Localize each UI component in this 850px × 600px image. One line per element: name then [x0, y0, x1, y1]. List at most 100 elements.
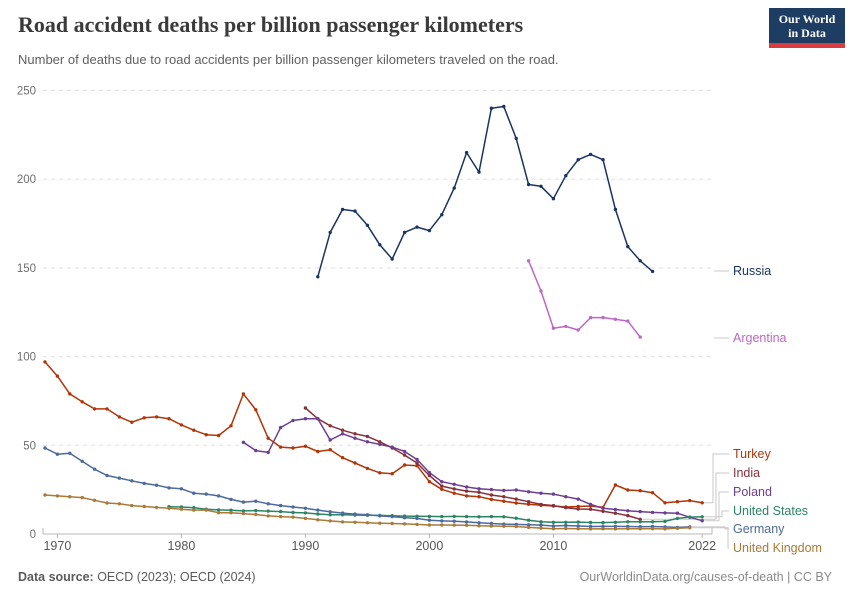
data-point-russia-2011[interactable]	[564, 174, 568, 178]
data-point-germany-1980[interactable]	[179, 487, 184, 491]
data-point-germany-1982[interactable]	[204, 492, 208, 496]
data-point-united-kingdom-1980[interactable]	[179, 507, 184, 511]
data-point-turkey-1985[interactable]	[241, 392, 246, 396]
data-point-united-kingdom-1983[interactable]	[216, 511, 221, 515]
data-point-argentina-2016[interactable]	[626, 319, 630, 323]
data-point-united-kingdom-2011[interactable]	[564, 526, 568, 531]
data-point-united-states-2013[interactable]	[588, 520, 593, 525]
data-point-united-states-1990[interactable]	[303, 511, 308, 515]
data-point-india-1993[interactable]	[340, 428, 345, 432]
legend-label-germany[interactable]: Germany	[733, 522, 785, 536]
data-point-united-states-1985[interactable]	[241, 509, 246, 513]
data-point-germany-1987[interactable]	[266, 502, 270, 506]
data-point-germany-2015[interactable]	[613, 524, 618, 529]
data-point-united-kingdom-2016[interactable]	[626, 527, 630, 531]
data-point-germany-1981[interactable]	[192, 491, 196, 495]
data-point-germany-1970[interactable]	[55, 452, 60, 456]
data-point-united-kingdom-1992[interactable]	[328, 519, 332, 523]
data-point-united-kingdom-1999[interactable]	[415, 522, 419, 527]
data-point-united-kingdom-1990[interactable]	[303, 516, 308, 521]
data-point-germany-2003[interactable]	[464, 520, 469, 524]
data-point-poland-2006[interactable]	[502, 488, 506, 493]
data-point-united-kingdom-1972[interactable]	[80, 495, 84, 500]
data-point-turkey-1975[interactable]	[117, 415, 122, 419]
data-point-united-kingdom-1975[interactable]	[117, 502, 122, 506]
data-point-united-kingdom-1997[interactable]	[390, 521, 394, 526]
data-point-india-1990[interactable]	[303, 406, 308, 410]
data-point-poland-1987[interactable]	[266, 450, 270, 455]
legend-label-russia[interactable]: Russia	[733, 264, 771, 278]
data-point-turkey-1969[interactable]	[43, 360, 47, 364]
data-point-united-kingdom-2005[interactable]	[489, 524, 494, 528]
data-point-germany-1988[interactable]	[278, 503, 283, 508]
data-point-poland-2002[interactable]	[452, 482, 456, 486]
data-point-russia-2000[interactable]	[427, 228, 432, 233]
data-point-turkey-1983[interactable]	[216, 433, 221, 438]
legend-label-argentina[interactable]: Argentina	[733, 331, 787, 345]
data-point-united-kingdom-2012[interactable]	[576, 527, 580, 531]
data-point-turkey-1979[interactable]	[167, 417, 171, 421]
data-point-united-kingdom-1970[interactable]	[55, 494, 60, 498]
data-point-poland-2010[interactable]	[551, 492, 556, 496]
data-point-united-kingdom-2019[interactable]	[663, 527, 667, 531]
data-point-germany-1997[interactable]	[390, 514, 394, 519]
data-point-turkey-1990[interactable]	[303, 444, 308, 448]
data-point-turkey-2018[interactable]	[650, 491, 655, 495]
data-point-united-states-1986[interactable]	[254, 508, 258, 513]
data-point-united-kingdom-1973[interactable]	[92, 498, 97, 502]
data-point-germany-2008[interactable]	[526, 523, 531, 527]
data-point-turkey-2019[interactable]	[663, 501, 667, 505]
data-point-india-2017[interactable]	[638, 517, 642, 521]
data-point-turkey-1976[interactable]	[130, 420, 134, 424]
data-point-germany-1971[interactable]	[68, 451, 72, 455]
data-point-india-1998[interactable]	[402, 453, 407, 457]
data-point-russia-1994[interactable]	[353, 209, 357, 213]
data-point-germany-1973[interactable]	[92, 467, 97, 471]
data-point-germany-2002[interactable]	[452, 519, 456, 523]
data-point-germany-1986[interactable]	[254, 499, 258, 503]
data-point-india-2012[interactable]	[576, 507, 580, 511]
data-point-united-kingdom-2003[interactable]	[464, 523, 469, 527]
data-point-germany-2011[interactable]	[564, 523, 568, 528]
data-point-turkey-2005[interactable]	[489, 497, 494, 502]
data-point-united-kingdom-2015[interactable]	[613, 527, 618, 531]
data-point-russia-1996[interactable]	[378, 243, 382, 247]
data-point-united-kingdom-2000[interactable]	[427, 523, 432, 527]
data-point-argentina-2014[interactable]	[601, 315, 605, 320]
data-point-turkey-1998[interactable]	[402, 463, 407, 467]
data-point-united-states-2022[interactable]	[700, 515, 704, 519]
data-point-germany-1991[interactable]	[316, 508, 320, 512]
data-point-united-kingdom-1991[interactable]	[316, 518, 320, 522]
data-point-united-kingdom-2009[interactable]	[539, 526, 543, 530]
data-point-united-kingdom-1996[interactable]	[378, 521, 382, 525]
legend-label-india[interactable]: India	[733, 466, 760, 480]
data-point-germany-1983[interactable]	[216, 494, 221, 498]
data-point-germany-1992[interactable]	[328, 510, 332, 514]
data-point-germany-1998[interactable]	[402, 516, 407, 520]
data-point-united-kingdom-2014[interactable]	[601, 527, 605, 531]
data-point-united-kingdom-2018[interactable]	[650, 527, 655, 531]
data-point-poland-1986[interactable]	[254, 448, 258, 453]
data-point-united-kingdom-1969[interactable]	[43, 493, 47, 497]
data-point-russia-2002[interactable]	[452, 186, 456, 190]
data-point-poland-2008[interactable]	[526, 490, 531, 494]
data-point-russia-2006[interactable]	[502, 104, 506, 109]
data-point-united-kingdom-1994[interactable]	[353, 520, 357, 524]
series-line-turkey[interactable]	[44, 361, 703, 509]
data-point-poland-2004[interactable]	[477, 487, 481, 491]
data-point-germany-1994[interactable]	[353, 512, 357, 516]
data-point-united-kingdom-1977[interactable]	[142, 504, 146, 509]
data-point-germany-1985[interactable]	[241, 500, 246, 504]
series-line-argentina[interactable]	[527, 260, 641, 338]
data-point-united-states-2004[interactable]	[477, 515, 481, 519]
data-point-russia-2012[interactable]	[576, 158, 580, 162]
data-point-india-1994[interactable]	[353, 432, 357, 436]
data-point-poland-1997[interactable]	[390, 445, 394, 449]
data-point-united-kingdom-1998[interactable]	[402, 522, 407, 526]
data-point-germany-2010[interactable]	[551, 524, 556, 528]
data-point-germany-2004[interactable]	[477, 521, 481, 525]
data-point-russia-1999[interactable]	[415, 225, 419, 229]
data-point-united-states-1981[interactable]	[192, 506, 196, 510]
data-point-russia-1997[interactable]	[390, 257, 394, 261]
data-point-turkey-2007[interactable]	[514, 501, 518, 505]
